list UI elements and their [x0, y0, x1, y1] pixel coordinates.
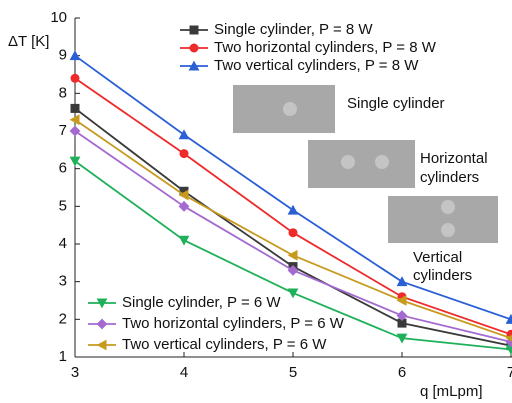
y-tick-label: 4 — [59, 235, 67, 252]
marker — [96, 318, 108, 330]
legend-label: Two vertical cylinders, P = 6 W — [122, 336, 327, 353]
marker — [178, 129, 190, 140]
photo-horizontal — [308, 140, 415, 188]
marker — [396, 276, 408, 287]
annotation: Vertical — [413, 249, 462, 266]
x-axis-label: q [mLpm] — [420, 383, 483, 400]
y-tick-label: 7 — [59, 122, 67, 139]
legend-label: Two horizontal cylinders, P = 8 W — [214, 39, 437, 56]
marker — [69, 156, 81, 167]
marker — [505, 334, 512, 342]
marker — [396, 295, 407, 306]
y-tick-label: 5 — [59, 197, 67, 214]
y-tick-label: 9 — [59, 47, 67, 64]
photo-droplet — [375, 155, 389, 169]
photo-droplet — [441, 223, 455, 237]
marker — [178, 235, 190, 246]
legend-label: Two vertical cylinders, P = 8 W — [214, 57, 419, 74]
y-axis-label: ΔT [K] — [8, 33, 49, 50]
legend-label: Single cylinder, P = 8 W — [214, 21, 373, 38]
marker — [396, 333, 408, 344]
annotation: Single cylinder — [347, 95, 445, 112]
marker — [505, 344, 512, 355]
y-tick-label: 10 — [50, 9, 67, 26]
marker — [505, 313, 512, 324]
legend-label: Single cylinder, P = 6 W — [122, 294, 281, 311]
y-tick-label: 6 — [59, 160, 67, 177]
x-tick-label: 4 — [180, 364, 188, 381]
x-tick-label: 3 — [71, 364, 79, 381]
annotation: cylinders — [413, 267, 472, 284]
marker — [70, 103, 80, 113]
marker — [178, 189, 189, 201]
marker — [287, 288, 299, 299]
y-tick-label: 2 — [59, 310, 67, 327]
photo-droplet — [283, 102, 297, 116]
marker — [397, 318, 407, 328]
marker — [69, 114, 80, 126]
annotation: cylinders — [420, 169, 479, 186]
marker — [287, 204, 299, 215]
marker — [69, 50, 81, 61]
marker — [179, 149, 189, 159]
y-tick-label: 3 — [59, 273, 67, 290]
marker — [96, 339, 107, 351]
y-tick-label: 1 — [59, 348, 67, 365]
marker — [69, 125, 81, 137]
marker — [189, 25, 199, 35]
marker — [396, 310, 408, 321]
photo-droplet — [341, 155, 355, 169]
x-tick-label: 6 — [398, 364, 406, 381]
photo-droplet — [441, 200, 455, 214]
marker — [179, 186, 189, 196]
marker — [188, 60, 200, 71]
y-tick-label: 8 — [59, 84, 67, 101]
annotation: Horizontal — [420, 150, 488, 167]
marker — [288, 228, 298, 238]
marker — [178, 200, 190, 212]
marker — [189, 43, 199, 53]
x-tick-label: 7 — [507, 364, 512, 381]
marker — [287, 249, 298, 261]
marker — [70, 73, 80, 83]
x-tick-label: 5 — [289, 364, 297, 381]
marker — [287, 264, 299, 276]
marker — [96, 298, 108, 309]
legend-label: Two horizontal cylinders, P = 6 W — [122, 315, 345, 332]
